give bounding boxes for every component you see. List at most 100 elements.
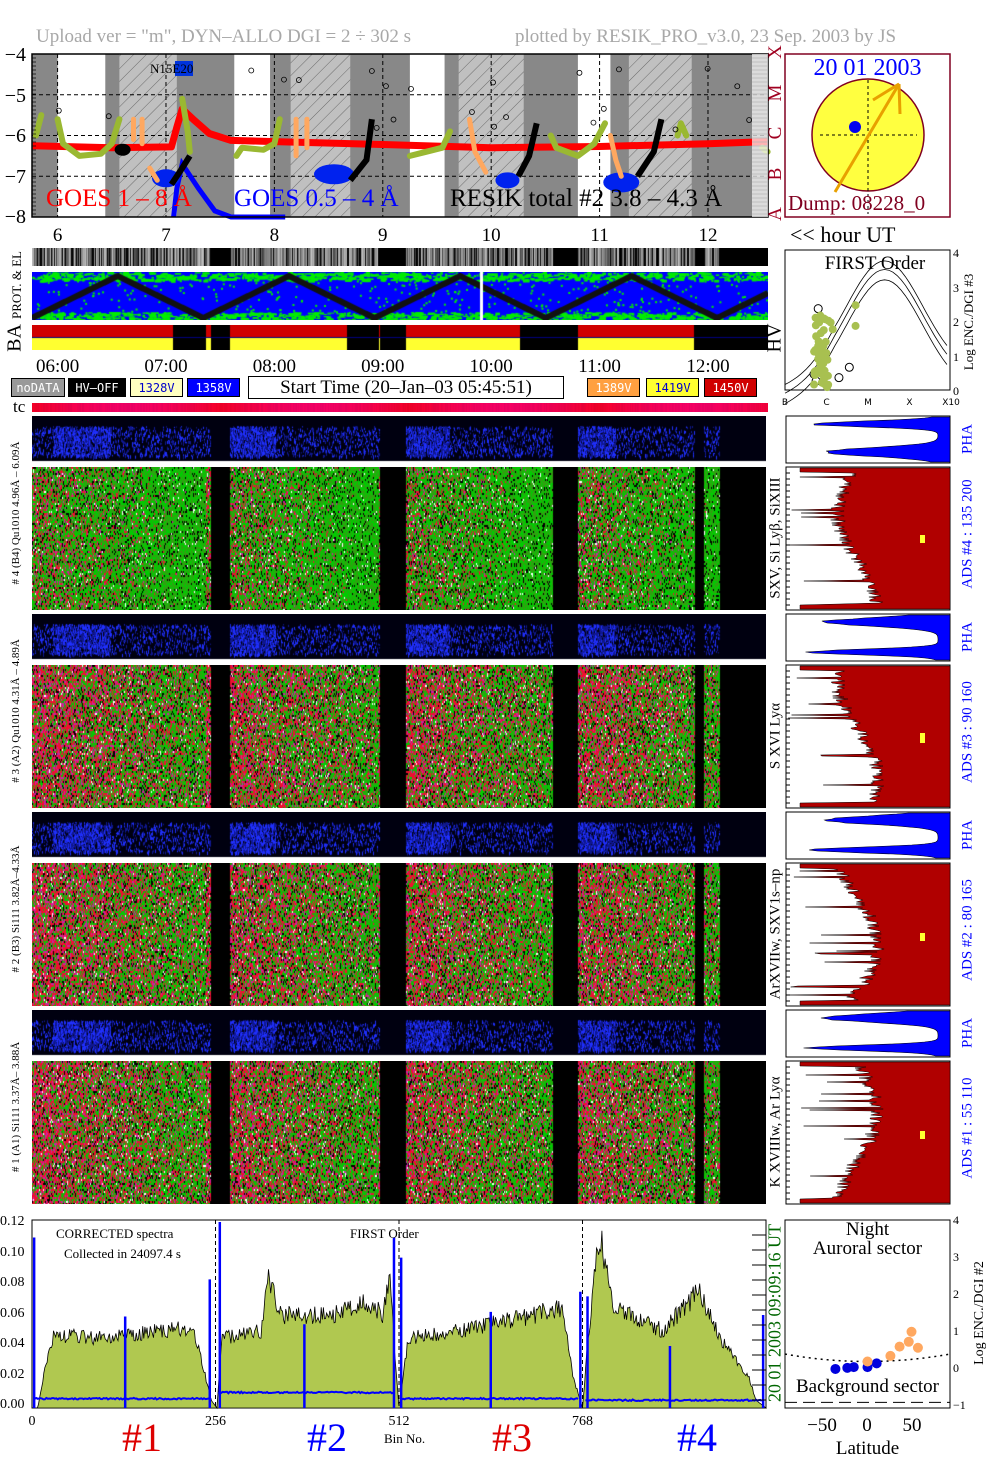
legend-1358v: 1358V — [187, 378, 240, 397]
legend-goes-long: GOES 1 – 8 Å — [46, 185, 192, 212]
pha-histogram-ch1 — [785, 1009, 951, 1058]
spectrum-annotation-2: Collected in 24097.4 s — [64, 1246, 181, 1261]
resik-total-series — [406, 128, 453, 159]
latitude-title-2: Auroral sector — [812, 1238, 923, 1259]
latitude-y-tick: 2 — [953, 1287, 959, 1301]
spectrum-y-tick: 0.02 — [0, 1366, 25, 1382]
first-order-point — [812, 332, 821, 341]
resik-open-point — [373, 124, 380, 131]
latitude-x-tick: −50 — [807, 1415, 837, 1436]
hour-axis-label: << hour UT — [790, 222, 896, 247]
latitude-plot — [784, 1219, 951, 1409]
pha-histogram-area — [803, 1010, 951, 1057]
resik-open-point — [368, 68, 375, 74]
flare-class-letter: X — [765, 45, 786, 59]
spectrum-annotation-1: CORRECTED spectra — [56, 1226, 174, 1241]
pha-strip-ch2 — [32, 812, 766, 858]
resik-blob — [603, 172, 640, 193]
tc-label: tc — [13, 397, 26, 416]
time-axis-label: 09:00 — [361, 356, 405, 377]
ads-label: ADS #2 : 80 165 — [959, 879, 976, 981]
pha-label: PHA — [959, 819, 976, 851]
orbit-arrow-head — [897, 83, 902, 115]
hour-tick: 11 — [590, 225, 609, 246]
ads-threshold-marker — [920, 733, 925, 743]
auroral-boundary-line — [784, 1353, 951, 1363]
spectrum-xlabel: Bin No. — [384, 1431, 426, 1446]
resik-total-series — [674, 120, 690, 139]
flare-class-letter: M — [765, 84, 786, 101]
resik-blob — [314, 164, 355, 185]
pha-label: PHA — [959, 621, 976, 653]
ads-histogram-ch2 — [785, 862, 951, 1007]
first-order-point — [816, 311, 825, 320]
flare-class-letter: B — [765, 167, 786, 180]
latitude-point — [894, 1341, 905, 1352]
resik-open-point — [248, 67, 255, 74]
hour-tick: 6 — [52, 225, 63, 246]
ads-histogram-area — [789, 863, 951, 1006]
latitude-point — [830, 1363, 841, 1374]
resik-orange-track — [147, 165, 160, 183]
first-order-point — [811, 321, 820, 330]
pha-strip-ch4 — [32, 416, 766, 462]
first-order-y-tick: 1 — [953, 349, 959, 364]
noaa-region-label: N15E20 — [150, 61, 194, 77]
first-order-x-tick: M — [864, 398, 872, 408]
latitude-point — [862, 1356, 873, 1367]
first-order-x-tick: B — [781, 398, 789, 408]
latitude-point — [871, 1358, 882, 1369]
latitude-point — [848, 1362, 859, 1373]
pha-histogram-ch4 — [785, 415, 951, 464]
time-axis-label: 06:00 — [35, 356, 80, 377]
channel-label: #4 — [677, 1415, 717, 1460]
pha-histogram-ch2 — [785, 811, 951, 860]
resik-open-point — [734, 83, 741, 90]
ads-histogram-area — [787, 467, 951, 610]
legend-1389v: 1389V — [587, 378, 640, 397]
resik-open-point — [576, 69, 583, 76]
latitude-point — [912, 1342, 923, 1353]
resik-open-point — [383, 83, 389, 90]
time-axis-label: 12:00 — [686, 356, 730, 377]
spectrum-x-tick: 0 — [28, 1414, 36, 1429]
resik-blob — [495, 172, 520, 189]
proton-electron-strip — [32, 272, 768, 320]
latitude-x-tick: 0 — [862, 1415, 872, 1436]
start-time: Start Time (20–Jan–03 05:45:51) — [248, 376, 564, 399]
legend-1419v: 1419V — [646, 378, 699, 397]
pha-histogram-ch3 — [785, 613, 951, 662]
ads-spectrogram-ch1 — [32, 1061, 766, 1204]
first-order-point — [812, 366, 821, 375]
pha-strip-ch1 — [32, 1010, 766, 1056]
line-label: ArXVIIw, SXV1s–np — [767, 868, 784, 1000]
first-order-point — [851, 301, 860, 310]
resik-open-point — [55, 107, 62, 114]
ads-spectrogram-ch2 — [32, 863, 766, 1006]
first-order-x-tick: X10 — [942, 398, 960, 408]
resik-black-track — [515, 122, 540, 178]
channel-label: #3 — [492, 1415, 532, 1460]
ads-label: ADS #3 : 90 160 — [959, 681, 976, 783]
resik-orange-track — [467, 116, 489, 175]
channel-left-label: # 3 (A2) Qu1010 4.31Å – 4.89Å — [10, 639, 22, 783]
first-order-point — [819, 379, 828, 388]
ads-threshold-marker — [920, 535, 925, 543]
spectrum-y-tick: 0.04 — [0, 1336, 25, 1351]
spectrum-y-tick: 0.06 — [0, 1305, 25, 1321]
ads-histogram-area — [799, 1061, 951, 1204]
latitude-ylabel: Log ENC./DGI #2 — [972, 1261, 987, 1365]
hour-tick: 8 — [269, 225, 280, 246]
spectrum-x-tick: 512 — [388, 1414, 410, 1429]
prot-el-label: PROT. & EL — [9, 250, 24, 320]
first-order-ylabel: Log ENC./DGI #3 — [961, 273, 976, 371]
ads-threshold-marker — [920, 933, 925, 941]
resik-open-point — [295, 77, 302, 83]
time-axis-label: 11:00 — [578, 356, 621, 377]
legend-hv-off: HV–OFF — [68, 378, 126, 397]
first-order-point — [819, 359, 828, 368]
latitude-point — [906, 1326, 917, 1337]
hour-tick: 12 — [698, 225, 718, 246]
ads-label: ADS #1 : 55 110 — [959, 1077, 976, 1179]
first-order-point — [821, 337, 830, 346]
